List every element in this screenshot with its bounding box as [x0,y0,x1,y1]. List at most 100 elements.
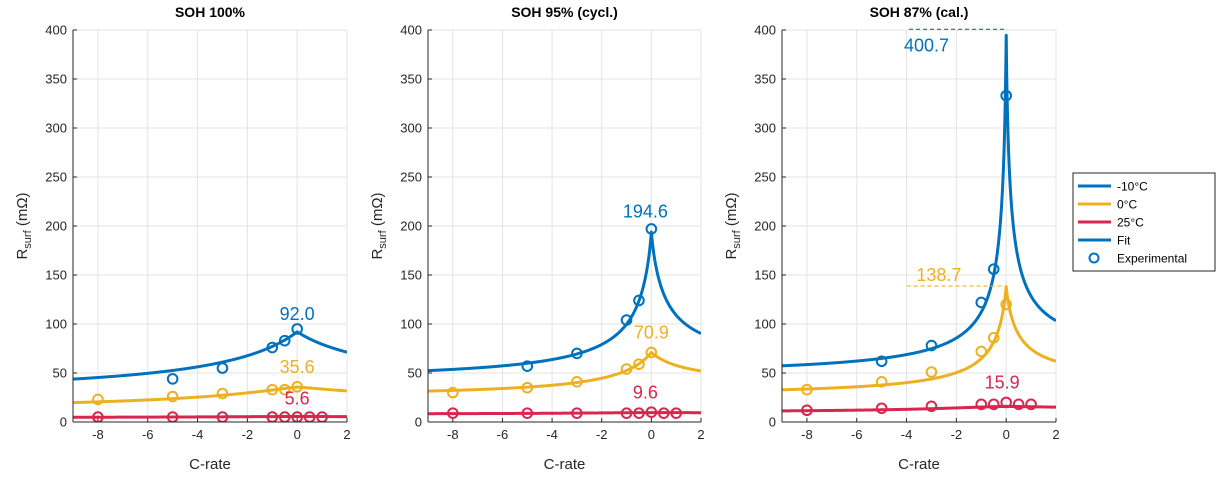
y-tick-label: 250 [754,170,776,185]
x-axis-label: C-rate [544,456,586,473]
y-label-main: R [369,249,386,260]
x-tick-label: -2 [951,427,963,442]
y-tick-label: 50 [53,366,67,381]
y-label-unit: (mΩ) [369,192,386,230]
legend-label: 0°C [1117,198,1137,212]
experimental-point [875,376,888,388]
peak-value-label: 5.6 [285,389,310,409]
y-tick-label: 0 [415,415,422,430]
experimental-point [166,390,179,403]
y-tick-label: 100 [400,317,422,332]
experimental-point [1000,89,1012,102]
y-label-main: R [723,249,740,260]
x-tick-label: 0 [648,427,655,442]
x-tick-label: -8 [92,427,104,442]
experimental-point [266,383,279,396]
x-axis-label: C-rate [898,456,940,473]
y-tick-label: 350 [45,72,67,87]
experimental-point [571,347,583,360]
experimental-point [925,339,938,352]
experimental-point [875,402,888,415]
peak-value-label: 70.9 [634,323,669,343]
x-axis-label: C-rate [189,456,231,473]
experimental-point [291,323,303,335]
experimental-point [216,387,229,400]
experimental-point [447,407,459,419]
y-tick-label: 300 [754,121,776,136]
legend-marker-swatch [1088,252,1100,264]
y-tick-label: 0 [769,415,776,430]
experimental-point [645,346,658,359]
y-tick-label: 0 [60,415,67,430]
experimental-point [278,334,291,347]
legend-label: -10°C [1117,180,1148,194]
chart-title: SOH 100% [175,4,246,20]
experimental-point [166,373,179,385]
experimental-point [975,296,988,309]
peak-value-label: 35.6 [280,357,315,377]
experimental-point [633,294,645,307]
experimental-point [645,406,658,419]
x-tick-label: -6 [851,427,863,442]
y-axis-label: Rsurf (mΩ) [369,192,389,259]
y-tick-label: 100 [45,317,67,332]
plot-content [428,223,701,419]
peak-value-label: 194.6 [623,201,668,221]
legend-label: Experimental [1117,252,1187,266]
plot-content [782,33,1056,417]
y-tick-label: 300 [45,121,67,136]
y-tick-label: 200 [754,219,776,234]
panel-1: -8 -6 -4 -2 0 2 0 50 100 150 200 250 300 350 400 92.0 35… [14,4,351,473]
panel-3: -8 -6 -4 -2 0 2 0 50 100 150 200 250 300 350 400 400.7 1… [723,4,1060,473]
plot-content [73,323,347,422]
y-tick-label: 150 [400,268,422,283]
experimental-point [670,407,682,419]
experimental-point [875,355,888,368]
peak-value-label: 9.6 [633,383,658,403]
fit-line-25C [428,411,701,416]
experimental-point [925,400,938,413]
experimental-point [975,345,988,358]
x-tick-label: -4 [546,427,558,442]
y-tick-label: 200 [400,219,422,234]
fit-line-0C [782,285,1056,392]
peak-value-label: 15.9 [985,372,1020,392]
chart-title: SOH 87% (cal.) [870,4,969,20]
experimental-point [801,383,813,396]
peak-value-label: 138.7 [916,265,961,285]
x-tick-label: 2 [343,427,350,442]
experimental-point [571,407,583,419]
y-tick-label: 250 [400,170,422,185]
fit-line-25C [73,415,347,419]
fit-line--10C [73,330,347,381]
x-tick-label: 0 [294,427,301,442]
experimental-point [447,386,459,399]
experimental-point [620,314,633,326]
experimental-point [1000,298,1012,311]
legend: -10°C 0°C 25°C Fit Experimental [1072,172,1216,272]
experimental-point [633,358,645,370]
experimental-point [278,383,291,396]
experimental-point [1012,398,1025,411]
experimental-point [645,223,658,235]
x-tick-label: 2 [697,427,704,442]
x-tick-label: -2 [242,427,254,442]
experimental-point [266,341,279,354]
x-tick-label: -2 [596,427,608,442]
legend-label: Fit [1117,234,1131,248]
experimental-point [975,398,988,411]
peak-value-label: 400.7 [904,35,949,55]
experimental-point [521,407,534,419]
y-tick-label: 400 [45,23,67,38]
experimental-point [987,331,1000,344]
y-label-unit: (mΩ) [14,192,31,230]
panel-2: -8 -6 -4 -2 0 2 0 50 100 150 200 250 300 350 400 194.6 7… [369,4,705,473]
y-label-unit: (mΩ) [723,192,740,230]
experimental-point [291,380,303,393]
y-tick-label: 400 [754,23,776,38]
fit-line--10C [782,33,1056,368]
y-tick-label: 50 [408,366,422,381]
y-tick-label: 100 [754,317,776,332]
y-label-subscript: surf [731,229,743,248]
